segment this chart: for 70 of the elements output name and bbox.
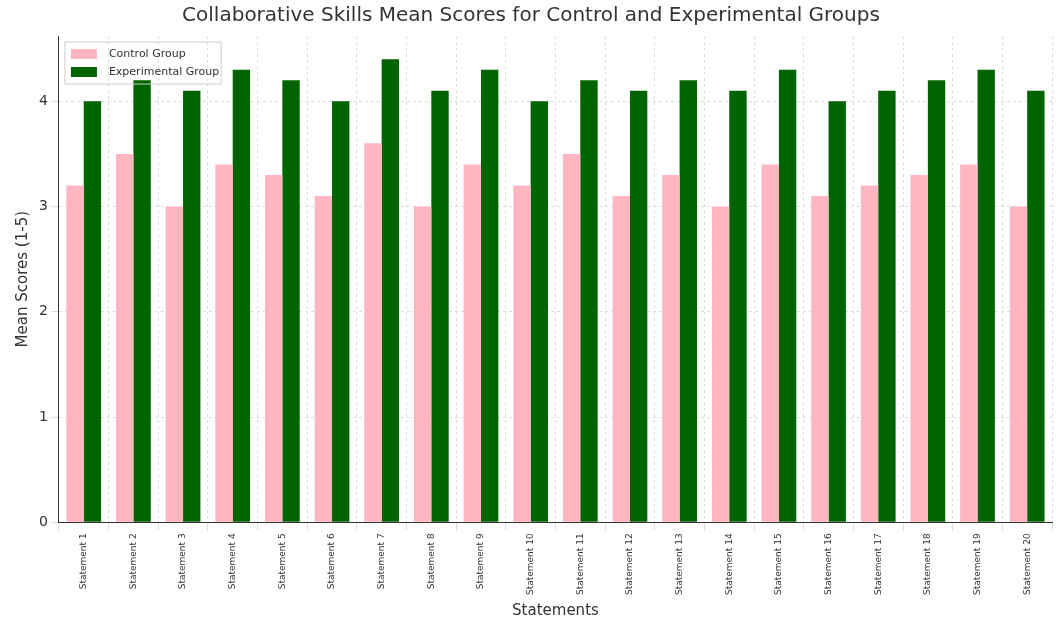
x-tick-label: Statement 17 (872, 533, 883, 596)
bar (960, 164, 978, 522)
bar (332, 101, 350, 522)
bar (811, 196, 829, 522)
x-axis-title: Statements (512, 600, 600, 619)
x-tick-label: Statement 19 (971, 533, 982, 596)
x-tick-label: Statement 5 (276, 533, 287, 590)
y-tick-label: 4 (38, 91, 48, 108)
chart-title: Collaborative Skills Mean Scores for Control and Experimental Groups (182, 2, 880, 27)
bar (282, 80, 300, 522)
bar (116, 153, 134, 522)
bar (183, 90, 201, 522)
bar (927, 80, 946, 522)
bar (215, 164, 233, 522)
bar (612, 196, 630, 522)
y-tick-label: 2 (38, 302, 48, 319)
y-tick-label: 3 (38, 197, 48, 214)
x-tick-label: Statement 9 (475, 533, 486, 590)
bar (910, 174, 928, 522)
bar (729, 90, 747, 522)
bar (679, 80, 697, 522)
x-tick-label: Statement 1 (78, 533, 89, 590)
bar (562, 153, 581, 522)
bar (580, 80, 598, 522)
bar (66, 185, 84, 522)
bar (413, 206, 432, 522)
bar (860, 185, 879, 522)
bar (1027, 90, 1045, 522)
y-tick-label: 1 (38, 407, 48, 424)
y-axis-title: Mean Scores (1-5) (12, 210, 31, 348)
bar (828, 101, 846, 522)
bar (83, 101, 102, 522)
bar (662, 174, 680, 522)
bar (232, 69, 251, 522)
bar (513, 185, 531, 522)
bar (977, 69, 995, 522)
x-tick-label: Statement 6 (326, 533, 337, 590)
bar (264, 174, 283, 522)
legend-label: Experimental Group (108, 64, 220, 78)
x-tick-label: Statement 2 (127, 533, 138, 590)
bar (364, 143, 382, 522)
bar (761, 164, 779, 522)
bar (711, 206, 730, 522)
bar (530, 101, 549, 522)
x-tick-label: Statement 13 (673, 533, 684, 596)
bar (480, 69, 499, 522)
x-tick-label: Statement 12 (624, 533, 635, 596)
legend-label: Control Group (108, 46, 186, 60)
bar (629, 90, 648, 522)
bar (878, 90, 896, 522)
x-tick-label: Statement 7 (376, 533, 387, 590)
y-tick-label: 0 (38, 512, 48, 529)
bar (165, 206, 184, 522)
x-tick-label: Statement 3 (177, 533, 188, 590)
x-tick-label: Statement 16 (822, 533, 833, 596)
bar (431, 90, 449, 522)
bar (1009, 206, 1028, 522)
x-tick-label: Statement 14 (723, 533, 734, 596)
x-tick-label: Statement 8 (425, 533, 436, 590)
bar (381, 59, 400, 522)
x-tick-label: Statement 18 (922, 533, 933, 596)
x-tick-label: Statement 4 (227, 533, 238, 590)
x-tick-label: Statement 15 (773, 533, 784, 596)
bar (133, 80, 151, 522)
x-tick-label: Statement 11 (574, 533, 585, 596)
bar (778, 69, 797, 522)
x-tick-label: Statement 20 (1021, 533, 1032, 596)
bar (463, 164, 481, 522)
x-tick-label: Statement 10 (524, 533, 535, 596)
bar (314, 196, 333, 522)
